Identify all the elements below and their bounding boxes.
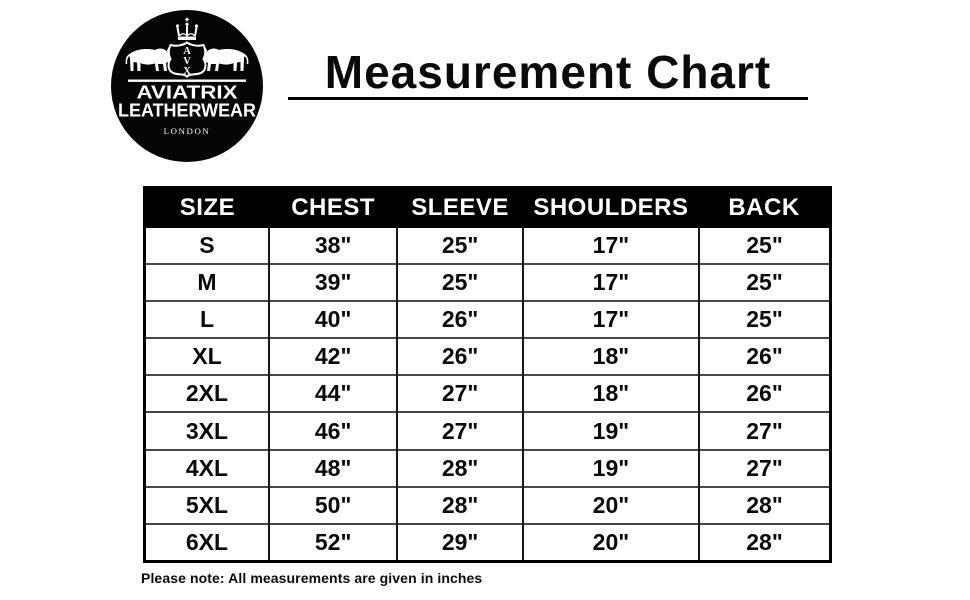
measurement-cell: 46" <box>267 411 398 450</box>
table-row: XL 42" 26" 18" 26" <box>144 337 831 376</box>
measurement-cell: 52" <box>267 522 398 562</box>
column-header-sleeve: SLEEVE <box>397 187 523 227</box>
header-row: SIZE CHEST SLEEVE SHOULDERS BACK <box>144 187 831 227</box>
measurement-cell: 39" <box>267 263 398 302</box>
measurement-cell: 27" <box>698 411 831 450</box>
measurement-cell: 28" <box>396 448 523 487</box>
brand-city: LONDON <box>164 126 211 136</box>
crown-icon <box>175 17 199 40</box>
table-row: 2XL 44" 27" 18" 26" <box>144 374 831 413</box>
measurement-cell: 28" <box>396 485 523 524</box>
measurement-cell: 26" <box>698 374 831 413</box>
measurement-cell: 17" <box>521 225 700 265</box>
size-cell: 2XL <box>144 374 269 413</box>
monogram-letter-a: A <box>183 46 191 57</box>
measurement-cell: 27" <box>396 374 523 413</box>
logo-divider <box>128 79 246 82</box>
measurement-cell: 20" <box>521 522 700 562</box>
column-header-shoulders: SHOULDERS <box>522 187 700 227</box>
table-row: M 39" 25" 17" 25" <box>144 263 831 302</box>
brand-logo: A V X AVIATRIX LEATHERWEAR LONDON <box>111 10 263 162</box>
table-row: 3XL 46" 27" 19" 27" <box>144 411 831 450</box>
size-cell: M <box>144 263 269 302</box>
measurement-cell: 48" <box>267 448 398 487</box>
measurement-cell: 40" <box>267 300 398 339</box>
measurement-cell: 25" <box>396 263 523 302</box>
measurement-cell: 27" <box>698 448 831 487</box>
table-row: L 40" 26" 17" 25" <box>144 300 831 339</box>
brand-name-line1: AVIATRIX <box>137 82 239 103</box>
size-cell: S <box>144 225 269 265</box>
table-body: S 38" 25" 17" 25" M 39" 25" 17" 25" L 40" 26" 17" 25" X… <box>144 225 831 562</box>
measurement-cell: 26" <box>698 337 831 376</box>
measurement-cell: 25" <box>698 263 831 302</box>
measurement-cell: 26" <box>396 300 523 339</box>
measurement-cell: 50" <box>267 485 398 524</box>
size-cell: L <box>144 300 269 339</box>
size-cell: XL <box>144 337 269 376</box>
column-header-chest: CHEST <box>268 187 398 227</box>
measurement-cell: 18" <box>521 374 700 413</box>
size-cell: 6XL <box>144 522 269 562</box>
size-cell: 3XL <box>144 411 269 450</box>
measurement-cell: 17" <box>521 300 700 339</box>
monogram-letter-x: X <box>183 66 191 77</box>
logo-circle <box>111 10 263 162</box>
measurement-cell: 42" <box>267 337 398 376</box>
measurement-cell: 18" <box>521 337 700 376</box>
column-header-back: BACK <box>699 187 831 227</box>
shield-icon <box>167 41 207 79</box>
table-row: 5XL 50" 28" 20" 28" <box>144 485 831 524</box>
table-row: 6XL 52" 29" 20" 28" <box>144 522 831 562</box>
measurement-cell: 19" <box>521 411 700 450</box>
measurement-cell: 19" <box>521 448 700 487</box>
measurement-cell: 25" <box>698 300 831 339</box>
table-row: S 38" 25" 17" 25" <box>144 225 831 265</box>
size-cell: 5XL <box>144 485 269 524</box>
size-cell: 4XL <box>144 448 269 487</box>
monogram-letter-v: V <box>183 56 191 67</box>
table-row: 4XL 48" 28" 19" 27" <box>144 448 831 487</box>
measurement-cell: 28" <box>698 522 831 562</box>
column-header-size: SIZE <box>144 187 269 227</box>
brand-name-line2: LEATHERWEAR <box>118 100 256 121</box>
measurement-cell: 20" <box>521 485 700 524</box>
units-note: Please note: All measurements are given … <box>141 570 483 586</box>
page-title: Measurement Chart <box>288 49 808 100</box>
measurement-cell: 17" <box>521 263 700 302</box>
measurement-cell: 38" <box>267 225 398 265</box>
measurement-cell: 25" <box>396 225 523 265</box>
measurement-cell: 44" <box>267 374 398 413</box>
measurement-cell: 28" <box>698 485 831 524</box>
measurement-cell: 25" <box>698 225 831 265</box>
measurement-cell: 29" <box>396 522 523 562</box>
measurement-cell: 27" <box>396 411 523 450</box>
measurement-cell: 26" <box>396 337 523 376</box>
measurement-table: SIZE CHEST SLEEVE SHOULDERS BACK S 38" 25" 17" 2… <box>143 186 832 563</box>
